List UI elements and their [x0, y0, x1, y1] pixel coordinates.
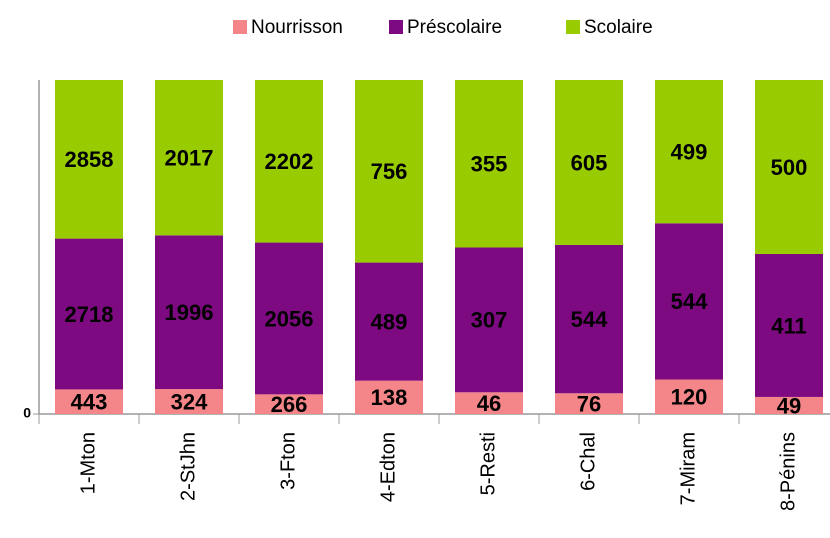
legend-swatch — [389, 20, 403, 34]
value-label: 266 — [271, 392, 308, 417]
bar-segment — [755, 396, 823, 414]
bar-segment — [755, 253, 823, 397]
value-label: 76 — [577, 391, 601, 416]
value-label: 324 — [171, 389, 208, 414]
value-label: 756 — [371, 159, 408, 184]
value-label: 2858 — [65, 147, 114, 172]
bar-segment — [355, 380, 423, 414]
value-label: 49 — [777, 393, 801, 418]
y-tick-label: 0 — [23, 405, 31, 421]
legend-label: Nourrisson — [251, 17, 343, 38]
bar-segment — [255, 394, 323, 414]
value-label: 544 — [571, 307, 608, 332]
bar-segment — [555, 80, 623, 245]
bar-segment — [455, 80, 523, 248]
value-label: 499 — [671, 139, 708, 164]
value-label: 500 — [771, 155, 808, 180]
bar-segment — [555, 244, 623, 394]
x-tick-label: 1-Mton — [77, 432, 99, 494]
x-tick-label: 5-Resti — [477, 432, 499, 495]
bar-segment — [355, 262, 423, 381]
legend-label: Préscolaire — [407, 17, 502, 38]
value-label: 605 — [571, 150, 608, 175]
legend-swatch — [566, 20, 580, 34]
bar-segment — [255, 242, 323, 395]
value-label: 489 — [371, 309, 408, 334]
bar-segment — [155, 235, 223, 390]
x-tick-label: 3-Fton — [277, 432, 299, 490]
legend-swatch — [233, 20, 247, 34]
value-label: 2718 — [65, 302, 114, 327]
bar-segment — [655, 80, 723, 224]
value-label: 411 — [771, 313, 807, 338]
x-tick-label: 6-Chal — [577, 432, 599, 491]
value-label: 2202 — [265, 149, 314, 174]
bar-segment — [355, 80, 423, 263]
value-label: 120 — [671, 385, 708, 410]
bar-segment — [655, 379, 723, 414]
value-label: 1996 — [165, 300, 214, 325]
value-label: 138 — [371, 385, 408, 410]
value-label: 355 — [471, 152, 508, 177]
value-label: 307 — [471, 308, 508, 333]
x-tick-label: 2-StJhn — [177, 432, 199, 501]
bar-segment — [555, 393, 623, 414]
bar-segment — [55, 238, 123, 390]
x-tick-label: 7-Miram — [677, 432, 699, 505]
bar-segment — [55, 389, 123, 414]
x-tick-label: 8-Pénins — [777, 432, 799, 511]
value-label: 46 — [477, 391, 501, 416]
bar-segment — [455, 392, 523, 414]
x-tick-label: 4-Edton — [377, 432, 399, 502]
bar-segment — [455, 247, 523, 393]
value-label: 443 — [71, 390, 108, 415]
bar-segment — [155, 389, 223, 414]
bar-segment — [155, 80, 223, 236]
value-label: 544 — [671, 289, 708, 314]
bar-segment — [755, 80, 823, 254]
value-label: 2017 — [165, 145, 214, 170]
legend-label: Scolaire — [584, 17, 653, 38]
bar-segment — [655, 223, 723, 380]
value-label: 2056 — [265, 306, 314, 331]
bar-segment — [55, 80, 123, 239]
bar-segment — [255, 80, 323, 243]
